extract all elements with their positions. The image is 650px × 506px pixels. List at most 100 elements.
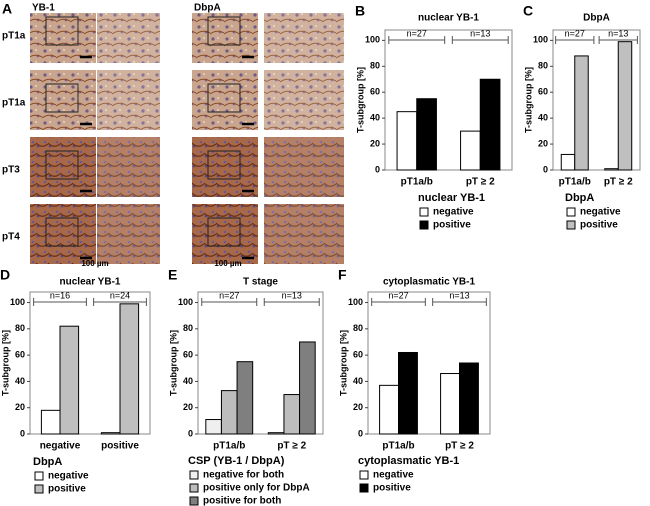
group-count: n=13 xyxy=(449,290,469,300)
bar xyxy=(604,168,619,171)
y-tick-label: 20 xyxy=(353,402,363,412)
x-tick-label: pT1a/b xyxy=(382,441,414,452)
bracket xyxy=(263,298,320,306)
bar xyxy=(459,362,479,435)
plot-frame xyxy=(197,291,324,435)
legend-swatch xyxy=(359,483,369,493)
y-tick-label: 60 xyxy=(353,349,363,359)
histology-image xyxy=(264,204,344,264)
inset-box xyxy=(207,16,241,46)
bar xyxy=(479,78,501,171)
row-label: pT4 xyxy=(2,232,20,243)
inset-box xyxy=(45,217,79,247)
row-label: pT1a xyxy=(2,98,26,109)
legend-swatch xyxy=(359,470,369,480)
y-tick-label: 80 xyxy=(183,323,193,333)
panel-a: A YB-1 DbpA pT1a pT1a pT3 pT4 100 µm 100 µm xyxy=(2,1,344,268)
y-tick-label: 40 xyxy=(15,376,25,386)
x-tick-label: pT1a/b xyxy=(401,177,433,188)
histology-image xyxy=(192,137,258,197)
column-label: YB-1 xyxy=(32,3,55,14)
inset-box xyxy=(207,83,241,113)
bar xyxy=(299,341,316,435)
bar xyxy=(283,394,301,435)
plot-frame xyxy=(29,291,151,435)
chart-title: DbpA xyxy=(583,13,610,24)
group-count: n=13 xyxy=(282,290,302,300)
histology-image xyxy=(264,13,344,63)
x-tick-label: pT ≥ 2 xyxy=(277,441,306,452)
y-tick-label: 60 xyxy=(538,87,548,97)
panel-letter: A xyxy=(2,1,12,17)
y-tick-label: 40 xyxy=(538,113,548,123)
y-tick-label: 20 xyxy=(538,138,548,148)
group-count: n=13 xyxy=(470,28,490,38)
bar xyxy=(574,55,589,171)
y-tick-label: 100 xyxy=(533,35,548,45)
x-tick-label: pT1a/b xyxy=(213,441,245,452)
plot-frame xyxy=(552,29,641,171)
column-label: DbpA xyxy=(194,3,221,14)
inset-box xyxy=(45,83,79,113)
histology-image xyxy=(192,70,258,130)
y-axis-label: T-subgroup [%] xyxy=(338,330,348,396)
legend-label: positive only for DbpA xyxy=(203,483,310,494)
bar xyxy=(617,41,633,171)
y-axis-label: T-subgroup [%] xyxy=(168,330,178,396)
group-count: n=13 xyxy=(608,28,628,38)
histology-image xyxy=(192,204,258,264)
group-count: n=27 xyxy=(407,28,427,38)
inset-box xyxy=(207,150,241,180)
bar xyxy=(119,303,140,435)
chart-title: T stage xyxy=(243,277,278,288)
x-tick-label: negative xyxy=(40,441,81,452)
legend-title: DbpA xyxy=(565,192,594,204)
bracket xyxy=(432,298,487,306)
legend-title: CSP (YB-1 / DbpA) xyxy=(188,455,285,467)
y-tick-label: 0 xyxy=(375,164,380,174)
bar xyxy=(236,361,254,435)
legend-title: cytoplasmatic YB-1 xyxy=(358,455,459,467)
bracket xyxy=(451,36,509,44)
histology-image xyxy=(264,137,344,197)
row-label: pT1a xyxy=(2,31,26,42)
bar xyxy=(560,153,576,171)
legend-label: positive xyxy=(580,220,618,231)
y-tick-label: 20 xyxy=(183,402,193,412)
histology-image xyxy=(97,13,160,63)
plot-frame xyxy=(384,29,513,171)
group-count: n=27 xyxy=(565,28,585,38)
panel-letter: C xyxy=(523,3,533,19)
legend-swatch xyxy=(419,207,429,217)
histology-image xyxy=(30,137,96,197)
group-count: n=27 xyxy=(219,290,239,300)
y-tick-label: 60 xyxy=(370,87,380,97)
chart-title: nuclear YB-1 xyxy=(60,277,121,288)
bracket xyxy=(33,298,87,306)
legend-label: positive xyxy=(48,484,86,495)
y-axis-label: T-subgroup [%] xyxy=(0,330,10,396)
y-tick-label: 40 xyxy=(353,376,363,386)
legend-label: negative for both xyxy=(203,470,284,481)
histology-image xyxy=(30,13,96,63)
legend-label: positive xyxy=(373,483,411,494)
y-tick-label: 80 xyxy=(370,61,380,71)
x-tick-label: pT1a/b xyxy=(559,177,591,188)
histology-image xyxy=(264,70,344,130)
legend-swatch xyxy=(566,207,576,217)
legend-label: negative xyxy=(580,207,621,218)
y-tick-label: 100 xyxy=(348,297,363,307)
group-count: n=27 xyxy=(388,290,408,300)
y-tick-label: 60 xyxy=(15,349,25,359)
histology-image xyxy=(192,13,258,63)
bar xyxy=(220,390,238,435)
inset-box xyxy=(45,150,79,180)
legend-label: positive for both xyxy=(203,496,281,506)
y-tick-label: 0 xyxy=(543,164,548,174)
y-tick-label: 20 xyxy=(370,138,380,148)
y-tick-label: 40 xyxy=(183,376,193,386)
scale-label: 100 µm xyxy=(214,259,241,268)
inset-box xyxy=(45,16,79,46)
y-axis-label: T-subgroup [%] xyxy=(523,67,533,133)
chart-title: nuclear YB-1 xyxy=(418,13,479,24)
